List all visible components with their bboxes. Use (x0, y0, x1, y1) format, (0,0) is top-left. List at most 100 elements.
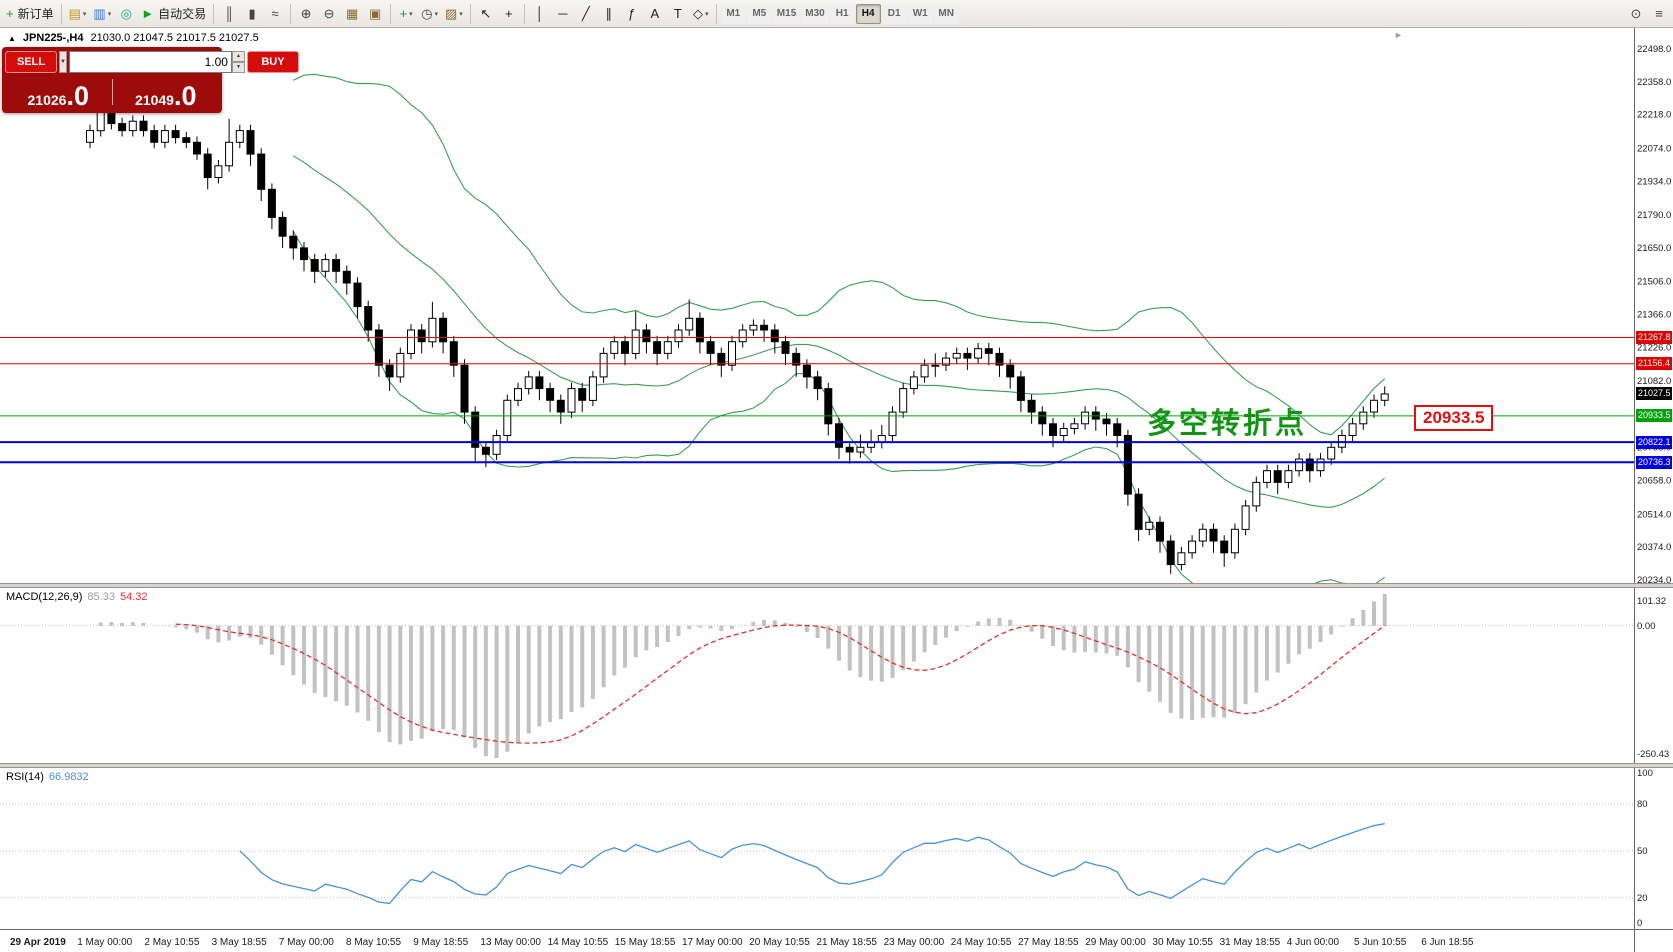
candle-body (813, 376, 822, 390)
profiles-button[interactable]: ▥ ▾ (90, 3, 114, 25)
candle-body (1049, 423, 1057, 436)
auto-arrange-button[interactable]: ▣ (364, 3, 386, 25)
candle-body (503, 399, 512, 436)
candle-body (278, 216, 287, 237)
time-axis-label: 5 Jun 10:55 (1354, 937, 1407, 948)
volume-up-button[interactable]: ▲ (231, 51, 245, 62)
periods-icon: ◷ (421, 6, 433, 21)
chart-annotation-text[interactable]: 多空转折点 (1147, 408, 1308, 440)
sell-price[interactable]: 21026.0 (27, 81, 89, 111)
autotrading-button[interactable]: ► 自动交易 (138, 3, 209, 25)
fibonacci-button[interactable]: ƒ (621, 3, 643, 25)
candlestick-chart-button[interactable]: ▮ (241, 3, 263, 25)
price-callout-box[interactable]: 20933.5 (1414, 405, 1494, 431)
candle-body (835, 423, 843, 448)
candle-body (492, 435, 501, 455)
candle-body (139, 120, 148, 132)
rsi-axis-label: 50 (1637, 846, 1648, 857)
label-button[interactable]: T (667, 3, 689, 25)
zoom-in-button[interactable]: ⊕ (295, 3, 317, 25)
new-chart-icon: ▤ (68, 6, 81, 21)
candle-body (310, 259, 319, 272)
crosshair-button[interactable]: + (498, 3, 520, 25)
timeframe-m1[interactable]: M1 (720, 3, 746, 24)
candle-body (952, 352, 961, 359)
candle-body (1295, 458, 1304, 472)
toolbar: + 新订单 ▤ ▾ ▥ ▾ ◎ ► 自动交易 ║ ▮ ≈ ⊕ ⊖ ▦ ▣ + ▾ ◷ ▾ ▨ ▾ ↖ + │ ─ ╱ ∥ ƒ A T ◇ ▾ M1… (0, 0, 1673, 28)
candle-body (685, 317, 694, 331)
vertical-line-button[interactable]: │ (529, 3, 551, 25)
trendline-button[interactable]: ╱ (575, 3, 597, 25)
timeframe-m30[interactable]: M30 (801, 3, 829, 24)
timeframe-h1[interactable]: H1 (829, 3, 855, 24)
candle-body (321, 259, 330, 272)
candle-body (1016, 376, 1025, 401)
candle-body (845, 446, 854, 453)
tile-windows-button[interactable]: ▦ (341, 3, 363, 25)
new-order-button[interactable]: + 新订单 (3, 3, 57, 25)
macd-signal-line (175, 623, 1386, 744)
channel-button[interactable]: ∥ (598, 3, 620, 25)
price-axis-label: 21934.0 (1637, 176, 1671, 187)
chart-title: ▲ JPN225-,H4 21030.0 21047.5 21017.5 210… (8, 32, 259, 44)
dropdown-arrow-icon: ▾ (82, 10, 87, 18)
timeframe-m15[interactable]: M15 (772, 3, 801, 24)
zoom-out-button[interactable]: ⊖ (318, 3, 340, 25)
time-axis-label: 9 May 18:55 (413, 937, 468, 948)
chart-list-button[interactable]: ≡ (1648, 3, 1670, 25)
market-watch-button[interactable]: ◎ (115, 3, 137, 25)
candle-body (1316, 458, 1325, 472)
templates-button[interactable]: ▨ ▾ (442, 3, 466, 25)
candle-body (1209, 528, 1218, 542)
candle-body (460, 364, 469, 413)
new-chart-button[interactable]: ▤ ▾ (66, 3, 90, 25)
candle-body (995, 352, 1004, 366)
candle-body (1380, 393, 1389, 401)
cursor-button[interactable]: ↖ (475, 3, 497, 25)
candle-body (332, 259, 341, 272)
fibonacci-icon: ƒ (628, 6, 636, 21)
time-axis-label: 31 May 18:55 (1220, 937, 1281, 948)
candle-body (235, 130, 244, 143)
rsi-line (239, 823, 1385, 905)
rsi-pane-resize-handle[interactable] (0, 763, 1673, 768)
candle-body (449, 341, 458, 366)
time-axis-border (0, 929, 1673, 930)
candle-body (257, 153, 266, 190)
candle-body (1123, 435, 1132, 495)
candle-body (171, 130, 180, 139)
shapes-button[interactable]: ◇ ▾ (690, 3, 712, 25)
time-axis-label: 6 Jun 18:55 (1421, 937, 1474, 948)
candle-body (1241, 505, 1250, 530)
time-axis-label: 13 May 00:00 (480, 937, 541, 948)
toolbar-separator (290, 3, 292, 24)
indicators-button[interactable]: + ▾ (395, 3, 417, 25)
text-icon: A (650, 6, 660, 21)
periods-button[interactable]: ◷ ▾ (418, 3, 441, 25)
horizontal-line-button[interactable]: ─ (552, 3, 574, 25)
buy-button[interactable]: BUY (246, 51, 299, 73)
buy-price[interactable]: 21049.0 (135, 81, 197, 111)
line-chart-button[interactable]: ≈ (264, 3, 286, 25)
one-click-collapse-icon[interactable]: ▲ (8, 33, 16, 43)
volume-down-button[interactable]: ▼ (231, 62, 245, 73)
bar-chart-icon: ║ (224, 6, 234, 21)
price-axis-label: 22498.0 (1637, 44, 1671, 55)
timeframe-h4[interactable]: H4 (855, 3, 881, 24)
bar-chart-button[interactable]: ║ (218, 3, 240, 25)
volume-input[interactable] (68, 51, 232, 73)
timeframe-w1[interactable]: W1 (907, 3, 933, 24)
search-button[interactable]: ⊙ (1625, 3, 1647, 25)
timeframe-mn[interactable]: MN (933, 3, 959, 24)
toolbar-separator (390, 3, 392, 24)
text-button[interactable]: A (644, 3, 666, 25)
sell-button[interactable]: SELL (5, 51, 57, 73)
macd-pane-resize-handle[interactable] (0, 583, 1673, 588)
crosshair-icon: + (505, 6, 513, 21)
candle-body (546, 388, 555, 401)
horizontal-line-icon: ─ (558, 6, 568, 21)
timeframe-d1[interactable]: D1 (881, 3, 907, 24)
volume-dropdown-button[interactable]: ▼ (59, 51, 67, 73)
timeframe-m5[interactable]: M5 (746, 3, 772, 24)
